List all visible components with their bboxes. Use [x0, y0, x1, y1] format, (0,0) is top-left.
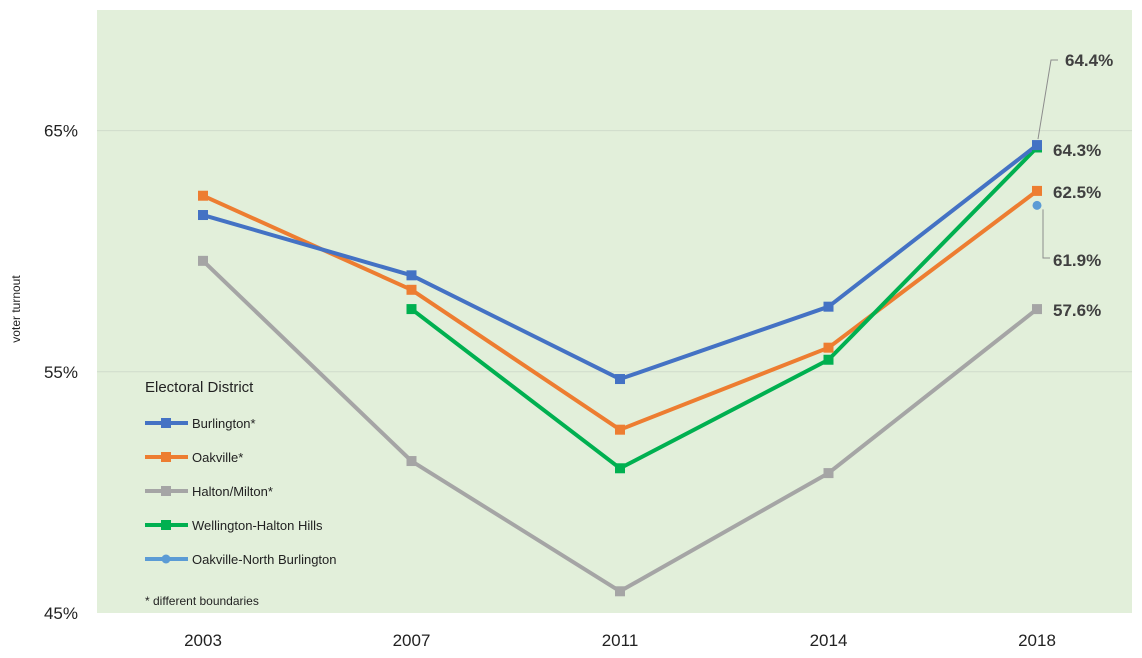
y-tick-label: 55% — [44, 363, 78, 382]
y-tick-label: 65% — [44, 122, 78, 141]
x-tick-label: 2011 — [602, 631, 639, 650]
data-point — [823, 468, 834, 479]
legend-label: Oakville* — [192, 450, 243, 465]
data-point — [615, 374, 625, 385]
label-leader-line — [1042, 209, 1050, 259]
legend-marker — [161, 452, 171, 462]
x-tick-label: 2014 — [810, 631, 848, 650]
data-label: 64.3% — [1053, 141, 1101, 160]
legend-label: Oakville-North Burlington — [192, 552, 337, 567]
x-tick-label: 2007 — [393, 631, 431, 650]
x-tick-label: 2003 — [184, 631, 222, 650]
y-axis-label: voter turnout — [9, 275, 23, 343]
data-point — [823, 342, 834, 353]
data-point — [823, 354, 834, 365]
boundaries-note: * different boundaries — [145, 594, 259, 608]
series-line — [410, 146, 1039, 471]
data-point — [406, 304, 417, 315]
data-point — [198, 190, 208, 201]
data-point — [406, 456, 417, 467]
plot-area — [97, 10, 1132, 613]
legend-marker — [161, 486, 171, 496]
legend-marker — [161, 520, 171, 530]
data-point — [1032, 140, 1042, 151]
data-point — [823, 301, 834, 312]
data-point — [615, 424, 625, 435]
y-tick-label: 45% — [44, 604, 78, 623]
data-point — [406, 284, 417, 295]
data-label: 61.9% — [1053, 251, 1101, 270]
legend-marker — [161, 418, 171, 428]
data-point — [615, 586, 625, 597]
data-point — [198, 210, 208, 221]
legend-label: Wellington-Halton Hills — [192, 518, 323, 533]
data-point — [198, 255, 208, 266]
legend: Electoral District Burlington* Oakville* H… — [145, 379, 337, 608]
legend-label: Burlington* — [192, 416, 256, 431]
data-label: 57.6% — [1053, 301, 1101, 320]
legend-label: Halton/Milton* — [192, 484, 273, 499]
data-point — [1032, 185, 1042, 196]
data-point — [406, 270, 417, 281]
data-point — [1032, 200, 1042, 210]
data-label: 62.5% — [1053, 183, 1101, 202]
legend-title: Electoral District — [145, 379, 254, 396]
x-tick-label: 2018 — [1018, 631, 1056, 650]
data-point — [1032, 304, 1042, 315]
data-point — [615, 463, 625, 474]
data-label: 64.4% — [1065, 51, 1113, 70]
label-leader-line — [1037, 59, 1058, 140]
legend-marker — [161, 554, 171, 564]
